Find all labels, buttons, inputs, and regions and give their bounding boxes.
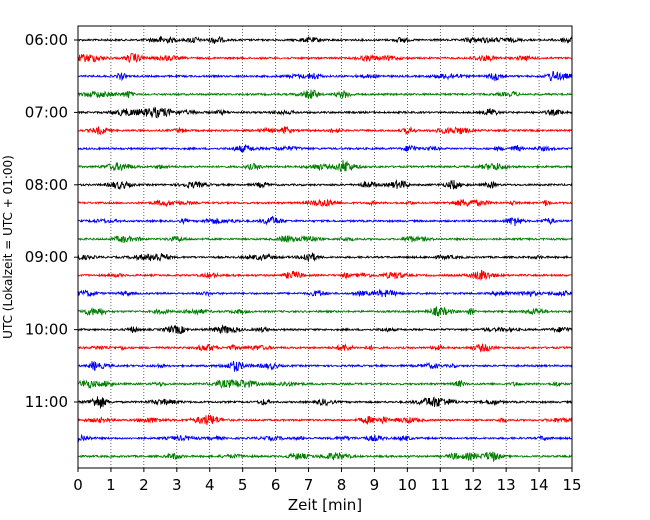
x-tick-label-1: 1 [106, 476, 116, 494]
y-tick-label-3: 09:00 [25, 248, 68, 266]
x-tick-label-2: 2 [139, 476, 149, 494]
y-tick-label-1: 07:00 [25, 103, 68, 121]
trace-0845 [77, 235, 573, 244]
x-tick-label-12: 12 [464, 476, 483, 494]
trace-0800 [77, 179, 573, 190]
y-tick-label-5: 11:00 [25, 393, 68, 411]
trace-0730 [77, 144, 573, 153]
x-tick-label-4: 4 [205, 476, 215, 494]
x-axis-ticks: 0 1 2 3 4 5 6 7 8 9 10 11 12 13 14 15 [73, 468, 582, 494]
x-tick-label-5: 5 [238, 476, 248, 494]
trace-0645 [77, 89, 573, 100]
x-tick-label-7: 7 [304, 476, 314, 494]
trace-0815 [77, 198, 573, 208]
y-axis-label: UTC (Lokalzeit = UTC + 01:00) [1, 155, 15, 339]
x-tick-label-3: 3 [172, 476, 182, 494]
x-tick-label-8: 8 [337, 476, 347, 494]
trace-1130 [77, 433, 573, 442]
trace-0615 [77, 52, 573, 64]
y-tick-label-4: 10:00 [25, 321, 68, 339]
trace-1100 [77, 396, 573, 409]
trace-1030 [77, 360, 573, 373]
y-axis-ticks: 06:00 07:00 08:00 09:00 10:00 11:00 [25, 31, 78, 411]
trace-1145 [77, 451, 573, 463]
trace-0900 [77, 252, 573, 262]
trace-1015 [77, 342, 573, 353]
y-tick-label-0: 06:00 [25, 31, 68, 49]
x-tick-label-15: 15 [562, 476, 581, 494]
trace-1000 [77, 324, 573, 335]
x-tick-label-6: 6 [271, 476, 281, 494]
x-tick-label-10: 10 [398, 476, 417, 494]
x-tick-label-14: 14 [530, 476, 549, 494]
y-tick-label-2: 08:00 [25, 176, 68, 194]
trace-0945 [77, 305, 573, 317]
x-tick-label-0: 0 [73, 476, 83, 494]
plot-frame [77, 25, 573, 469]
x-tick-label-11: 11 [431, 476, 450, 494]
trace-0600 [77, 35, 573, 44]
trace-0630 [77, 70, 573, 82]
trace-0700 [77, 106, 573, 119]
trace-0830 [77, 215, 573, 227]
x-tick-label-9: 9 [370, 476, 380, 494]
trace-lines [77, 35, 573, 463]
x-tick-label-13: 13 [497, 476, 516, 494]
trace-1045 [77, 379, 573, 390]
trace-0745 [77, 159, 573, 173]
x-axis-label: Zeit [min] [288, 496, 362, 514]
trace-1115 [77, 414, 573, 426]
trace-0715 [77, 125, 573, 136]
trace-0915 [77, 269, 573, 281]
trace-0930 [77, 288, 573, 298]
